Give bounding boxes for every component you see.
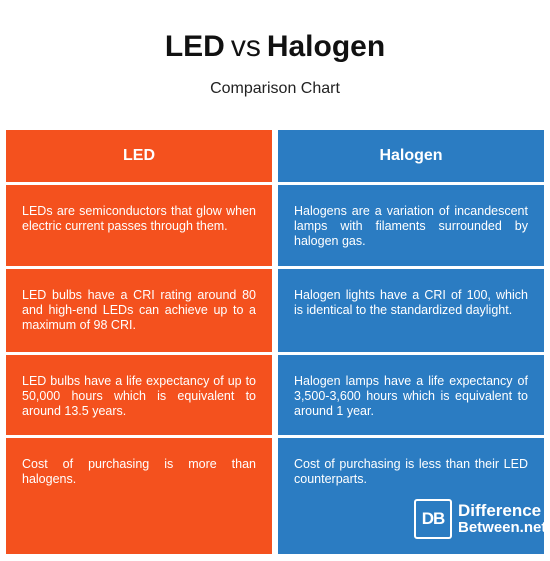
page-title: LED vs Halogen — [0, 30, 550, 64]
halogen-row-cri: Halogen lights have a CRI of 100, which … — [278, 269, 544, 355]
halogen-row-definition: Halogens are a variation of incandescent… — [278, 185, 544, 269]
led-row-cost: Cost of purchasing is more than halogens… — [22, 457, 256, 486]
title-vs: vs — [230, 30, 261, 63]
title-led: LED — [164, 30, 225, 63]
db-logo-mark: DB — [414, 499, 452, 539]
halogen-column: Halogen Halogens are a variation of inca… — [278, 130, 544, 554]
halogen-row-life-expectancy: Halogen lamps have a life expectancy of … — [278, 355, 544, 438]
halogen-column-header: Halogen — [278, 130, 544, 185]
title-halogen: Halogen — [266, 30, 386, 63]
page-subtitle: Comparison Chart — [210, 80, 340, 97]
halogen-row-cost: Cost of purchasing is less than their LE… — [294, 457, 528, 486]
led-row-life-expectancy: LED bulbs have a life expectancy of up t… — [6, 355, 272, 438]
led-column: LED LEDs are semiconductors that glow wh… — [6, 130, 272, 554]
led-column-header: LED — [6, 130, 272, 185]
logo-line-1: Difference — [458, 501, 542, 520]
led-row-definition: LEDs are semiconductors that glow when e… — [6, 185, 272, 269]
difference-between-logo: DB Difference Between.net — [414, 497, 546, 541]
logo-line-2: Between.net — [458, 519, 547, 536]
led-row-cri: LED bulbs have a CRI rating around 80 an… — [6, 269, 272, 355]
logo-wordmark: Difference Between.net — [458, 502, 546, 536]
